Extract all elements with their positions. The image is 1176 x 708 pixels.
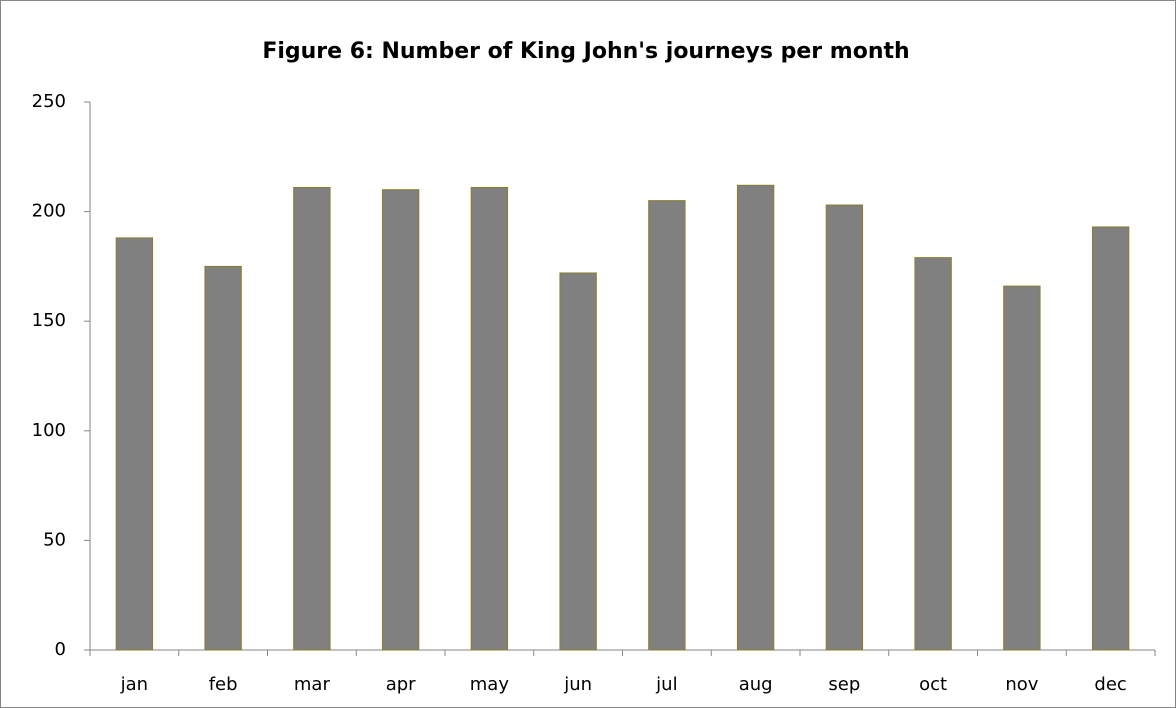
y-tick-label: 100 (32, 420, 66, 441)
x-tick-label: sep (828, 674, 860, 695)
x-tick-label: jun (563, 674, 592, 695)
bar (559, 272, 597, 651)
x-tick-label: nov (1005, 674, 1038, 695)
chart-title: Figure 6: Number of King John's journeys… (262, 39, 909, 64)
x-tick-label: dec (1094, 674, 1126, 695)
y-tick-label: 200 (32, 201, 66, 222)
x-tick-label: may (470, 674, 510, 695)
bar (470, 186, 509, 651)
x-tick-label: aug (739, 674, 773, 695)
x-tick-label: mar (294, 674, 331, 695)
y-tick-label: 250 (32, 91, 66, 112)
bar (293, 186, 331, 651)
x-tick-label: feb (209, 674, 238, 695)
y-tick-label: 0 (55, 639, 66, 660)
bar (381, 189, 420, 651)
x-tick-label: oct (919, 674, 947, 695)
bar (1003, 285, 1041, 651)
bar (204, 265, 242, 651)
bar (736, 184, 775, 651)
x-tick-label: jul (655, 674, 677, 695)
y-tick-label: 50 (43, 529, 66, 550)
bar (1091, 226, 1130, 651)
bar (825, 204, 864, 651)
bar (648, 200, 686, 651)
x-tick-label: jan (120, 674, 148, 695)
x-tick-label: apr (386, 674, 416, 695)
y-tick-label: 150 (32, 310, 66, 331)
bar (115, 237, 154, 651)
bar (914, 257, 952, 651)
